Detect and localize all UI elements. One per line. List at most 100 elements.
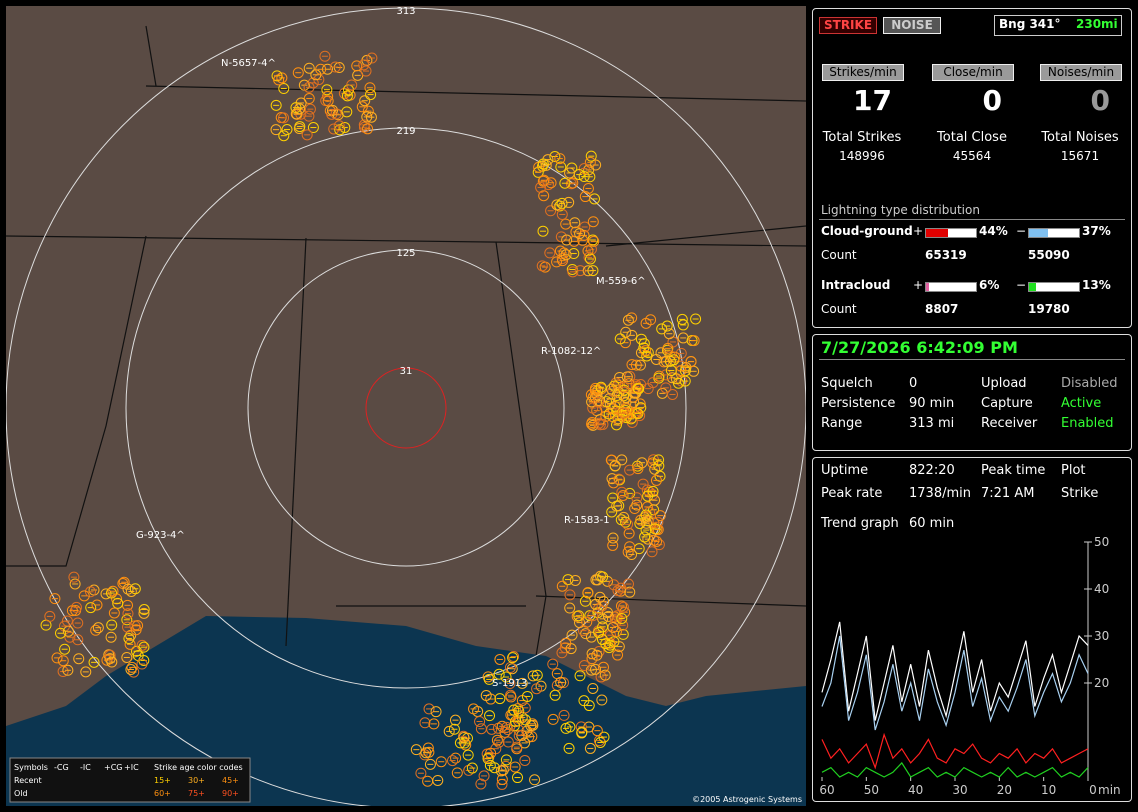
strike-symbol bbox=[551, 256, 563, 268]
strike-symbol bbox=[72, 634, 84, 646]
status-cell: 90 min bbox=[909, 396, 955, 411]
strike-symbol bbox=[105, 631, 117, 643]
x-tick-label: 60 bbox=[819, 783, 834, 797]
strike-symbol bbox=[57, 655, 69, 667]
strike-symbol bbox=[104, 649, 116, 661]
strike-symbol bbox=[675, 347, 687, 359]
strike-symbol bbox=[292, 67, 304, 79]
y-tick-label: 20 bbox=[1094, 676, 1109, 690]
strike-symbol bbox=[531, 669, 543, 681]
strike-symbol bbox=[69, 578, 81, 590]
strike-symbol bbox=[565, 178, 577, 190]
strike-symbol bbox=[632, 408, 644, 420]
dist-name: Intracloud bbox=[821, 278, 891, 292]
strike-symbol bbox=[474, 716, 486, 728]
strike-symbol bbox=[609, 460, 621, 472]
strike-symbol bbox=[614, 333, 626, 345]
strike-symbol bbox=[338, 87, 350, 99]
strike-symbol bbox=[504, 678, 516, 690]
stats-panel bbox=[812, 8, 1132, 328]
strike-symbol bbox=[362, 105, 374, 117]
strike-symbol bbox=[72, 617, 84, 629]
strike-symbol bbox=[560, 249, 572, 261]
strike-symbol bbox=[615, 600, 627, 612]
strike-symbol bbox=[507, 652, 519, 664]
strike-symbol bbox=[597, 613, 609, 625]
strike-symbol bbox=[650, 474, 662, 486]
strike-symbol bbox=[365, 89, 377, 101]
rate-button[interactable]: Close/min bbox=[932, 64, 1014, 81]
strike-symbol bbox=[506, 663, 518, 675]
strike-symbol bbox=[551, 199, 563, 211]
strike-symbol bbox=[556, 197, 568, 209]
strike-symbol bbox=[555, 231, 567, 243]
strike-symbol bbox=[569, 574, 581, 586]
total-value: 45564 bbox=[952, 149, 992, 163]
strike-symbol bbox=[294, 121, 306, 133]
copyright: ©2005 Astrogenic Systems bbox=[692, 795, 802, 804]
strike-symbol bbox=[624, 541, 636, 553]
strike-button[interactable]: STRIKE bbox=[819, 17, 877, 34]
strike-symbol bbox=[339, 121, 351, 133]
legend-text: Strike age color codes bbox=[154, 763, 243, 772]
strike-symbol bbox=[649, 523, 661, 535]
strike-symbol bbox=[596, 634, 608, 646]
strike-symbol bbox=[527, 670, 539, 682]
status-cell: Enabled bbox=[1061, 416, 1114, 431]
strike-symbol bbox=[90, 624, 102, 636]
strike-symbol bbox=[556, 208, 568, 220]
status-cell: Receiver bbox=[981, 416, 1038, 431]
strike-symbol bbox=[443, 725, 455, 737]
strike-symbol bbox=[278, 83, 290, 95]
strike-symbol bbox=[478, 770, 490, 782]
strike-symbol bbox=[617, 407, 629, 419]
pct-bar bbox=[1029, 229, 1048, 237]
noise-button[interactable]: NOISE bbox=[883, 17, 941, 34]
sign: − bbox=[1016, 278, 1027, 292]
total-label: Total Close bbox=[937, 130, 1007, 145]
strike-symbol bbox=[591, 725, 603, 737]
strike-symbol bbox=[512, 772, 524, 784]
rate-button[interactable]: Strikes/min bbox=[822, 64, 904, 81]
dist-title: Lightning type distribution bbox=[821, 203, 980, 217]
strike-symbol bbox=[653, 454, 665, 466]
strike-symbol bbox=[138, 603, 150, 615]
strike-symbol bbox=[635, 333, 647, 345]
storm-cell-label: N-5657-4^ bbox=[221, 58, 276, 69]
rate-button[interactable]: Noises/min bbox=[1040, 64, 1122, 81]
x-tick-label: 30 bbox=[952, 783, 967, 797]
strike-symbol bbox=[667, 388, 679, 400]
strike-symbol bbox=[126, 661, 138, 673]
strike-symbol bbox=[580, 628, 592, 640]
strike-symbol bbox=[484, 710, 496, 722]
strike-symbol bbox=[647, 377, 659, 389]
strike-symbol bbox=[496, 773, 508, 785]
x-tick-label: 20 bbox=[997, 783, 1012, 797]
strike-symbol bbox=[536, 260, 548, 272]
strike-symbol bbox=[564, 602, 576, 614]
strike-symbol bbox=[606, 473, 618, 485]
strike-symbol bbox=[582, 586, 594, 598]
storm-cell-label: G-923-4^ bbox=[136, 530, 185, 541]
strike-symbol bbox=[596, 694, 608, 706]
strike-symbol bbox=[568, 235, 580, 247]
strike-symbol bbox=[448, 723, 460, 735]
strike-symbol bbox=[529, 774, 541, 786]
strike-symbol bbox=[561, 234, 573, 246]
strike-symbol bbox=[578, 660, 590, 672]
strike-symbol bbox=[676, 313, 688, 325]
strike-symbol bbox=[84, 586, 96, 598]
strike-symbol bbox=[537, 225, 549, 237]
strike-symbol bbox=[526, 731, 538, 743]
strike-symbol bbox=[594, 736, 606, 748]
trend-graph: 20 30 40 50 60 50 40 30 20 10 0 min bbox=[819, 535, 1120, 797]
strike-symbol bbox=[430, 706, 442, 718]
strike-symbol bbox=[451, 767, 463, 779]
strike-symbol bbox=[672, 377, 684, 389]
strike-symbol bbox=[685, 356, 697, 368]
strike-symbol bbox=[303, 110, 315, 122]
trend-line bbox=[821, 621, 1089, 721]
strike-symbol bbox=[118, 576, 130, 588]
strike-symbol bbox=[270, 124, 282, 136]
